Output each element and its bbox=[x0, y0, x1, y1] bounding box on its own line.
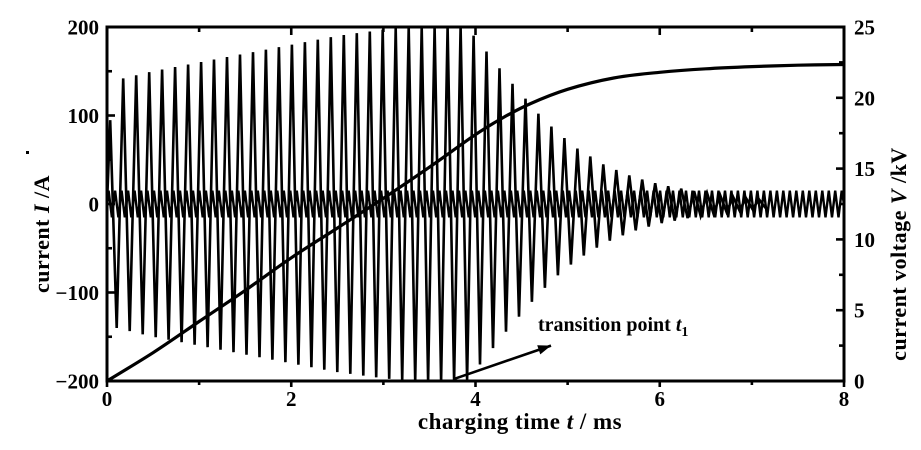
y-right-tick-label: 15 bbox=[854, 157, 875, 181]
x-axis-title-variable: t bbox=[566, 409, 574, 434]
y-right-tick-label: 25 bbox=[854, 16, 875, 40]
y-right-tick-label: 20 bbox=[854, 86, 875, 110]
voltage-curve-path bbox=[106, 62, 845, 383]
y-axis-title-left: current I /A bbox=[29, 84, 55, 384]
y-right-title-variable: V bbox=[886, 188, 911, 205]
annotation-arrowhead bbox=[537, 345, 551, 355]
annotation-arrow-line bbox=[452, 344, 552, 381]
y-left-title-unit: /A bbox=[29, 174, 54, 204]
x-axis-title-unit: / ms bbox=[573, 409, 623, 434]
x-axis-title: charging time t / ms bbox=[320, 409, 720, 435]
transition-label-subscript: 1 bbox=[681, 325, 689, 340]
current-waveform-path bbox=[105, 26, 767, 382]
y-left-title-text: current bbox=[29, 213, 54, 294]
x-tick-label: 8 bbox=[839, 387, 850, 411]
scan-artifact-dot bbox=[26, 151, 29, 154]
transition-label-text: transition point bbox=[538, 314, 676, 336]
y-left-tick-label: 200 bbox=[68, 16, 100, 40]
y-left-tick-label: 100 bbox=[68, 104, 100, 128]
transition-point-label: transition point t1 bbox=[538, 314, 688, 341]
current-ripple-path bbox=[105, 190, 846, 218]
y-left-tick-label: −100 bbox=[56, 281, 99, 305]
y-right-tick-label: 0 bbox=[854, 370, 865, 394]
x-tick-label: 4 bbox=[470, 387, 481, 411]
x-axis-title-text: charging time bbox=[417, 409, 567, 434]
y-right-title-unit: /kV bbox=[886, 147, 911, 189]
x-tick-label: 6 bbox=[655, 387, 666, 411]
y-right-tick-label: 5 bbox=[854, 299, 865, 323]
y-left-tick-label: 0 bbox=[89, 193, 100, 217]
y-left-tick-label: −200 bbox=[56, 370, 99, 394]
y-right-tick-label: 10 bbox=[854, 228, 875, 252]
x-tick-label: 0 bbox=[102, 387, 113, 411]
x-tick-label: 2 bbox=[286, 387, 297, 411]
y-left-title-variable: I bbox=[29, 203, 54, 214]
y-axis-title-right: current voltage V /kV bbox=[886, 104, 912, 404]
y-right-title-text: current voltage bbox=[886, 204, 911, 361]
transition-label-variable: t bbox=[675, 314, 682, 336]
